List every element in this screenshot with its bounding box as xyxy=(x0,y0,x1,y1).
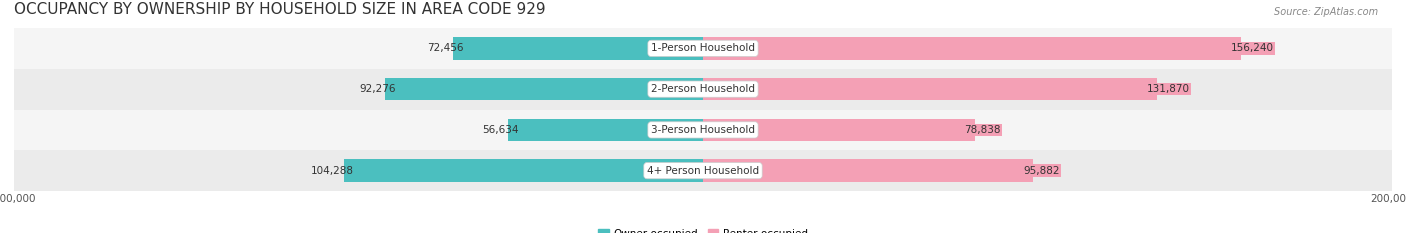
Text: 1-Person Household: 1-Person Household xyxy=(651,43,755,53)
Text: 156,240: 156,240 xyxy=(1230,43,1274,53)
Bar xyxy=(703,37,1241,60)
Text: 56,634: 56,634 xyxy=(482,125,519,135)
Text: Source: ZipAtlas.com: Source: ZipAtlas.com xyxy=(1274,7,1378,17)
Bar xyxy=(14,150,1392,191)
Text: 95,882: 95,882 xyxy=(1024,166,1060,176)
Bar xyxy=(14,28,1392,69)
Bar xyxy=(343,159,703,182)
Bar xyxy=(703,119,974,141)
Text: 4+ Person Household: 4+ Person Household xyxy=(647,166,759,176)
Bar xyxy=(703,78,1157,100)
Text: 131,870: 131,870 xyxy=(1147,84,1189,94)
Text: 2-Person Household: 2-Person Household xyxy=(651,84,755,94)
Text: OCCUPANCY BY OWNERSHIP BY HOUSEHOLD SIZE IN AREA CODE 929: OCCUPANCY BY OWNERSHIP BY HOUSEHOLD SIZE… xyxy=(14,2,546,17)
Bar xyxy=(14,69,1392,110)
Text: 104,288: 104,288 xyxy=(311,166,354,176)
Legend: Owner-occupied, Renter-occupied: Owner-occupied, Renter-occupied xyxy=(595,225,811,233)
Text: 78,838: 78,838 xyxy=(965,125,1001,135)
Bar xyxy=(703,159,1033,182)
Text: 72,456: 72,456 xyxy=(427,43,464,53)
Bar xyxy=(14,110,1392,150)
Text: 92,276: 92,276 xyxy=(359,84,395,94)
Text: 3-Person Household: 3-Person Household xyxy=(651,125,755,135)
Bar xyxy=(453,37,703,60)
Bar xyxy=(508,119,703,141)
Bar xyxy=(385,78,703,100)
